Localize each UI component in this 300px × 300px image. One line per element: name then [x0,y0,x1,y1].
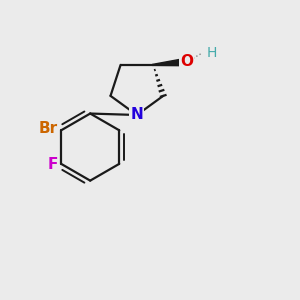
Text: F: F [47,157,58,172]
Polygon shape [153,58,187,66]
Text: O: O [180,55,193,70]
Text: H: H [206,46,217,60]
Text: N: N [130,107,143,122]
Text: Br: Br [38,122,58,136]
